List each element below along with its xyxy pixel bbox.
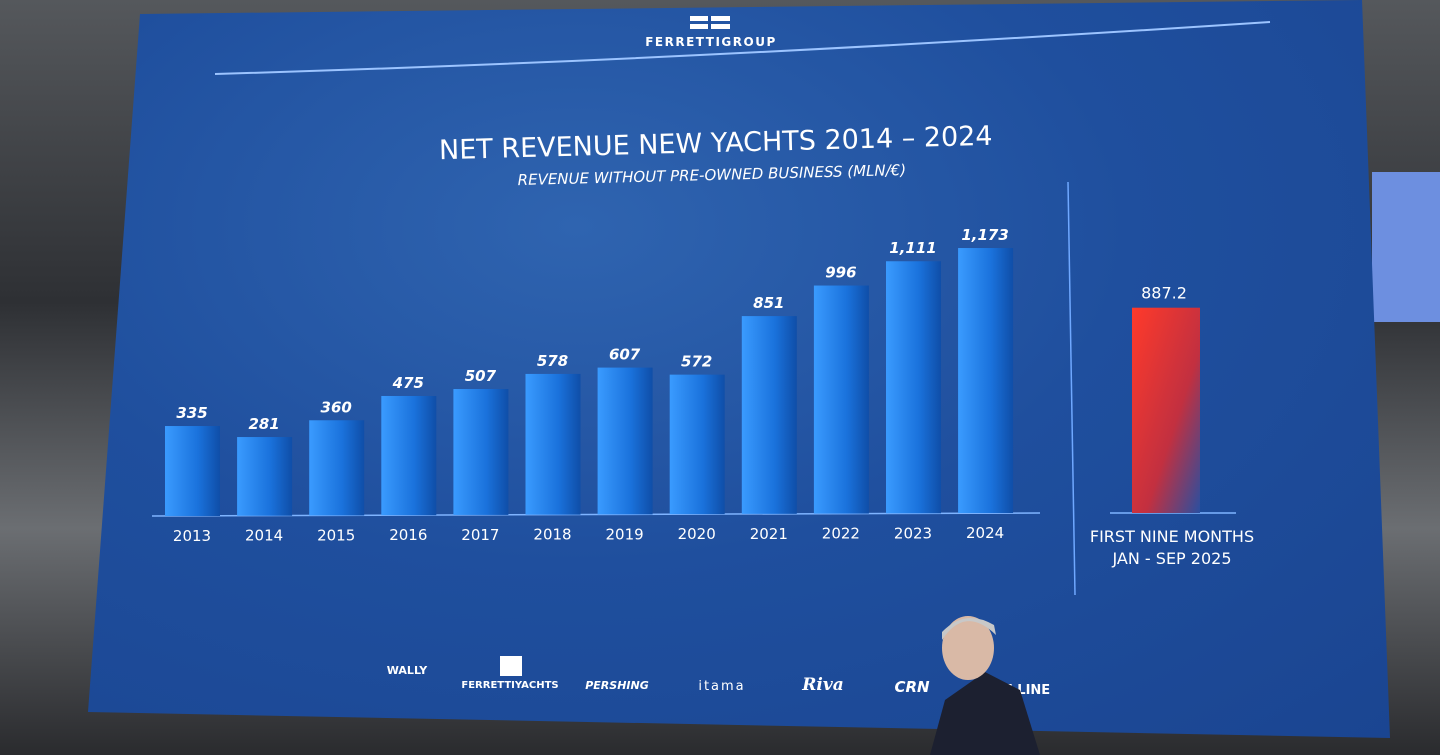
bar-2013 bbox=[165, 426, 220, 516]
tick-label-2018: 2018 bbox=[533, 526, 571, 544]
bar-2023 bbox=[886, 261, 941, 514]
bar-2017 bbox=[453, 389, 509, 515]
data-label-2025-9m: 887.2 bbox=[1141, 284, 1187, 303]
tick-label-2021: 2021 bbox=[750, 525, 788, 543]
data-label-2021: 851 bbox=[753, 294, 784, 312]
tick-label-2024: 2024 bbox=[966, 524, 1004, 542]
ferretti-logo-icon bbox=[690, 16, 730, 29]
brand-pershing: PERSHING bbox=[585, 679, 649, 692]
data-label-2014: 281 bbox=[248, 415, 279, 433]
data-label-2017: 507 bbox=[465, 367, 497, 385]
tick-label-2015: 2015 bbox=[317, 526, 355, 544]
side-display bbox=[1372, 172, 1440, 322]
bar-2016 bbox=[381, 395, 437, 516]
data-label-2015: 360 bbox=[321, 398, 352, 416]
data-label-2024: 1,173 bbox=[961, 226, 1008, 244]
tick-label-2016: 2016 bbox=[389, 526, 427, 544]
data-label-2016: 475 bbox=[392, 374, 424, 392]
bar-2024 bbox=[958, 248, 1014, 514]
presenter-person bbox=[930, 616, 1040, 755]
header-divider bbox=[214, 21, 1271, 75]
tick-label-2020: 2020 bbox=[678, 525, 716, 543]
bar-2021 bbox=[741, 316, 797, 514]
tick-label-2014: 2014 bbox=[245, 527, 283, 545]
tick-label-2019: 2019 bbox=[606, 525, 644, 543]
brand-riva: Riva bbox=[801, 675, 843, 695]
data-label-2013: 335 bbox=[176, 404, 207, 422]
tick-label-2013: 2013 bbox=[173, 527, 211, 545]
data-label-2022: 996 bbox=[825, 264, 856, 282]
bar-2020 bbox=[669, 374, 725, 515]
category-label-2025-line1: FIRST NINE MONTHS bbox=[1090, 527, 1254, 546]
chart-title: NET REVENUE NEW YACHTS 2014 – 2024 bbox=[439, 121, 993, 166]
separator-line bbox=[1067, 181, 1076, 596]
logo-text: FERRETTIGROUP bbox=[645, 35, 777, 49]
bar-2015 bbox=[309, 420, 365, 516]
tick-label-2023: 2023 bbox=[894, 524, 932, 542]
bar-2018 bbox=[525, 373, 581, 515]
brand-wally: WALLY bbox=[387, 664, 428, 677]
bar-2019 bbox=[597, 367, 653, 515]
category-label-2025-line2: JAN - SEP 2025 bbox=[1111, 549, 1231, 568]
tick-label-2017: 2017 bbox=[461, 526, 499, 544]
x-axis-line bbox=[151, 512, 1041, 517]
ferretti-yachts-icon bbox=[500, 656, 522, 676]
tick-label-2022: 2022 bbox=[822, 525, 860, 543]
data-label-2023: 1,111 bbox=[889, 239, 936, 257]
chart-subtitle: REVENUE WITHOUT PRE-OWNED BUSINESS (MLN/… bbox=[517, 161, 906, 189]
brand-itama: itama bbox=[698, 679, 745, 694]
bar-2014 bbox=[237, 437, 293, 516]
data-label-2020: 572 bbox=[681, 353, 712, 371]
brand-logos: WALLY FERRETTIYACHTS PERSHING itama Riva… bbox=[387, 656, 1050, 698]
bar-2025-9m bbox=[1132, 307, 1200, 513]
brand-crn: CRN bbox=[894, 678, 930, 696]
data-label-2018: 578 bbox=[537, 352, 568, 370]
data-label-2019: 607 bbox=[609, 346, 641, 364]
brand-ferretti-yachts: FERRETTIYACHTS bbox=[461, 680, 558, 691]
bar-2022 bbox=[813, 285, 869, 514]
